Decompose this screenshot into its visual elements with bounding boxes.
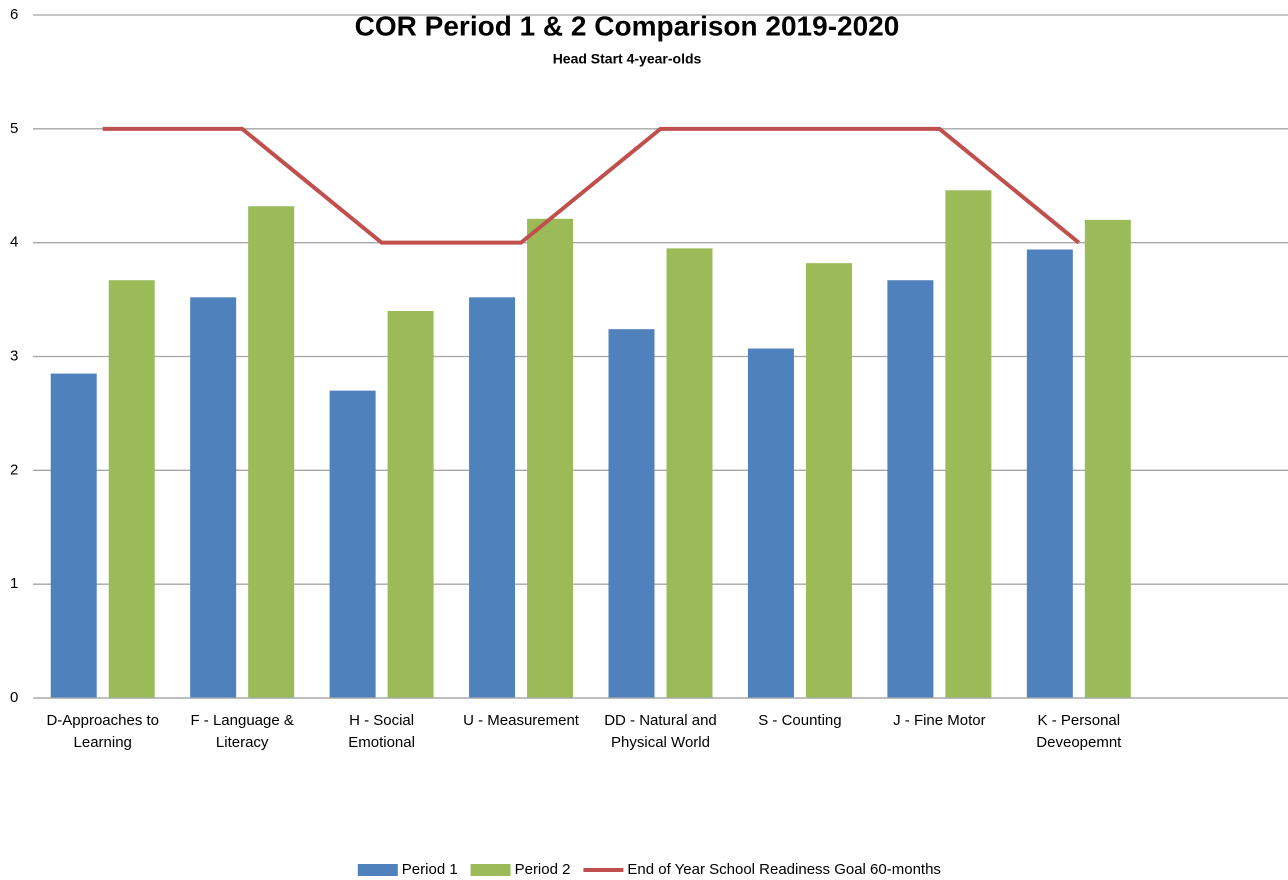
y-tick-label: 0 <box>10 689 18 706</box>
y-tick-label: 3 <box>10 347 18 364</box>
bar <box>190 297 237 698</box>
bar <box>108 280 155 698</box>
bar <box>608 329 655 698</box>
bar <box>387 310 434 698</box>
bar <box>469 297 516 698</box>
legend-swatch <box>470 864 511 876</box>
goal-line <box>102 126 1081 245</box>
y-tick-label: 2 <box>10 461 18 478</box>
y-tick-label: 4 <box>10 234 18 251</box>
bar <box>805 263 852 698</box>
bar <box>1026 249 1073 698</box>
chart-subtitle: Head Start 4-year-olds <box>553 51 702 67</box>
x-tick-label: H - Social Emotional <box>348 712 415 751</box>
x-tick-label: D-Approaches to Learning <box>46 712 159 751</box>
x-tick-label: F - Language & Literacy <box>190 712 294 751</box>
legend-label: Period 2 <box>515 861 571 878</box>
bar <box>248 206 295 699</box>
bar <box>1084 219 1131 698</box>
y-tick-label: 5 <box>10 120 18 137</box>
bar <box>747 348 794 698</box>
bar <box>527 218 574 699</box>
bar <box>945 190 992 698</box>
bar <box>666 248 713 698</box>
x-tick-label: DD - Natural and Physical World <box>604 712 717 751</box>
bar <box>887 280 934 698</box>
bar <box>329 390 376 698</box>
x-tick-label: S - Counting <box>758 712 842 729</box>
x-tick-label: U - Measurement <box>463 712 579 729</box>
legend-swatch <box>357 864 398 876</box>
x-tick-label: K - Personal Deveopemnt <box>1036 712 1122 751</box>
x-tick-label: J - Fine Motor <box>893 712 986 729</box>
y-tick-label: 6 <box>10 6 18 23</box>
legend-label: Period 1 <box>402 861 458 878</box>
legend-label: End of Year School Readiness Goal 60-mon… <box>627 861 941 878</box>
bar <box>50 373 97 698</box>
y-tick-label: 1 <box>10 575 18 592</box>
